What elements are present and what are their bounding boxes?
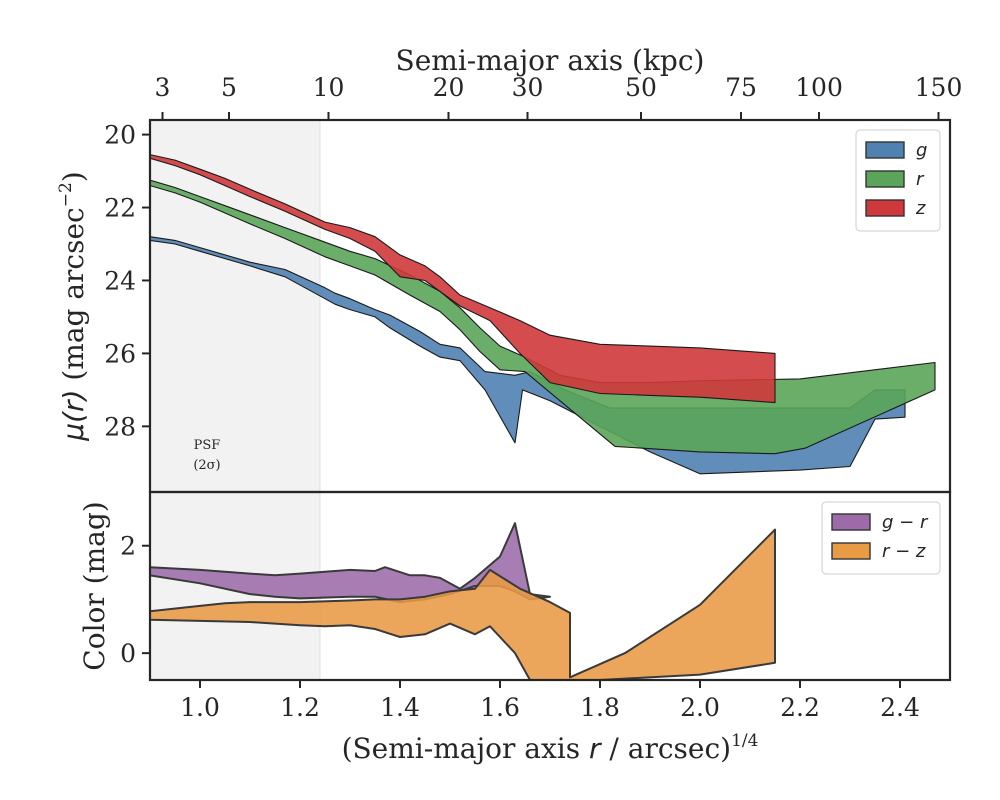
- y-tick-label: 26: [104, 339, 136, 368]
- x-tick-label: 2.4: [880, 693, 920, 722]
- x-tick-label: 1.0: [180, 693, 220, 722]
- x-tick-label: 1.2: [280, 693, 320, 722]
- band-r-z-color: [150, 528, 776, 680]
- kpc-tick-label: 150: [915, 73, 963, 102]
- kpc-tick-label: 30: [512, 73, 544, 102]
- color-y-tick-label: 0: [120, 639, 136, 668]
- kpc-tick-label: 75: [725, 73, 757, 102]
- legend-swatch-g-r: [831, 513, 871, 531]
- band-z-profile: [150, 154, 776, 404]
- legend-label-z: z: [915, 198, 926, 219]
- y-tick-label: 24: [104, 266, 136, 295]
- x-tick-label: 1.6: [480, 693, 520, 722]
- bottom-panel-frame: [148, 490, 952, 682]
- x-title-part: (Semi-major axis: [342, 732, 589, 765]
- y-title-units: (mag arcsec: [57, 207, 90, 389]
- kpc-tick-label: 10: [313, 73, 345, 102]
- x-title-exponent: 1/4: [731, 731, 758, 751]
- bottom-y-axis-title: Color (mag): [78, 501, 111, 670]
- kpc-tick-label: 5: [221, 73, 237, 102]
- legend-label-g: g: [916, 140, 927, 161]
- y-title-close: ): [57, 171, 90, 182]
- psf-label: PSF: [194, 438, 221, 453]
- kpc-tick-label: 20: [433, 73, 465, 102]
- top-y-axis-title: μ(r) (mag arcsec−2): [56, 171, 90, 441]
- x-tick-label: 2.2: [780, 693, 820, 722]
- band-g-r-color: [150, 522, 551, 604]
- x-tick-label: 1.8: [580, 693, 620, 722]
- x-title-italic-r: r: [589, 732, 602, 765]
- y-title-exponent: −2: [56, 182, 76, 207]
- legend-swatch-z: [865, 199, 905, 217]
- legend-swatch-r-z: [831, 542, 871, 560]
- bottom-axis-title: (Semi-major axis r / arcsec)1/4: [342, 731, 759, 765]
- legend-swatch-r: [865, 170, 905, 188]
- y-tick-label: 28: [104, 412, 136, 441]
- kpc-tick-label: 50: [625, 73, 657, 102]
- x-tick-label: 1.4: [380, 693, 420, 722]
- y-title-mu: μ(r): [57, 390, 90, 442]
- color-y-tick-label: 2: [120, 532, 136, 561]
- top-axis-title: Semi-major axis (kpc): [396, 44, 705, 77]
- y-tick-label: 20: [104, 121, 136, 150]
- legend-label-g-r: g − r: [882, 512, 929, 533]
- legend-swatch-g: [865, 141, 905, 159]
- legend-label-r-z: r − z: [882, 541, 926, 562]
- kpc-tick-label: 100: [795, 73, 843, 102]
- x-tick-label: 2.0: [680, 693, 720, 722]
- kpc-tick-label: 3: [155, 73, 171, 102]
- y-tick-label: 22: [104, 194, 136, 223]
- legend-label-r: r: [916, 169, 925, 190]
- x-title-part: / arcsec): [601, 732, 732, 765]
- psf-sigma-label: (2σ): [193, 458, 220, 473]
